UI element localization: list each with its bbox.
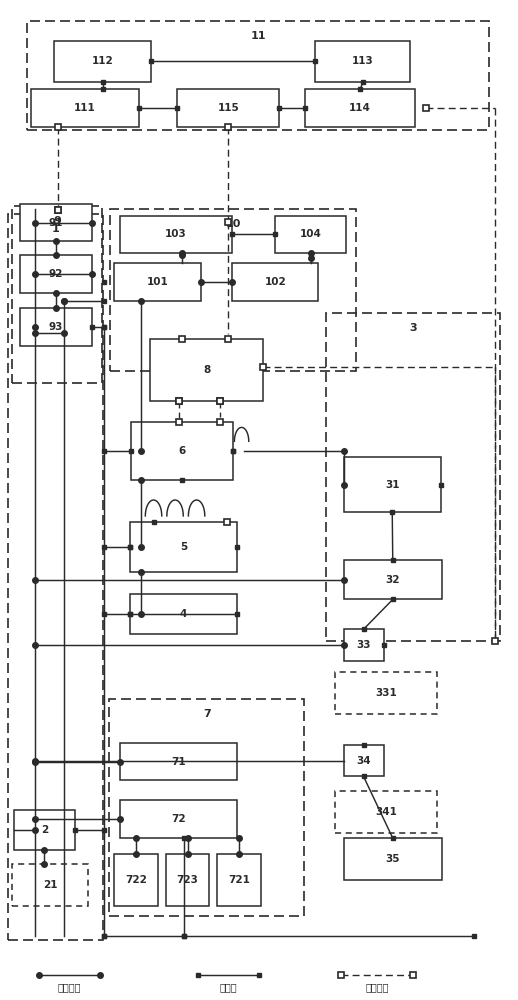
FancyBboxPatch shape: [20, 255, 92, 293]
Text: 3: 3: [409, 323, 416, 333]
Text: 91: 91: [49, 218, 63, 228]
Text: 72: 72: [171, 814, 186, 824]
Text: 101: 101: [147, 277, 168, 287]
Text: 5: 5: [180, 542, 188, 552]
FancyBboxPatch shape: [343, 838, 442, 880]
Text: 10: 10: [226, 219, 241, 229]
Text: 21: 21: [42, 880, 57, 890]
FancyBboxPatch shape: [12, 864, 88, 906]
Text: 11: 11: [250, 31, 266, 41]
FancyBboxPatch shape: [335, 672, 437, 714]
Text: 111: 111: [74, 103, 96, 113]
Text: 1: 1: [51, 224, 59, 234]
FancyBboxPatch shape: [343, 560, 442, 599]
FancyBboxPatch shape: [20, 308, 92, 346]
Text: 341: 341: [375, 807, 397, 817]
FancyBboxPatch shape: [114, 854, 158, 906]
FancyBboxPatch shape: [54, 41, 151, 82]
FancyBboxPatch shape: [276, 216, 346, 253]
Text: 35: 35: [385, 854, 400, 864]
Text: 8: 8: [203, 365, 210, 375]
Text: 721: 721: [228, 875, 250, 885]
FancyBboxPatch shape: [20, 204, 92, 241]
FancyBboxPatch shape: [166, 854, 209, 906]
FancyBboxPatch shape: [217, 854, 261, 906]
FancyBboxPatch shape: [150, 339, 263, 401]
Text: 103: 103: [165, 229, 187, 239]
Text: 32: 32: [385, 575, 400, 585]
Text: 31: 31: [385, 480, 399, 490]
FancyBboxPatch shape: [130, 522, 237, 572]
Text: 71: 71: [171, 757, 186, 767]
FancyBboxPatch shape: [120, 216, 233, 253]
FancyBboxPatch shape: [343, 745, 383, 776]
Text: 723: 723: [177, 875, 198, 885]
Text: 4: 4: [180, 609, 188, 619]
Text: 无线连接: 无线连接: [365, 982, 388, 992]
FancyBboxPatch shape: [114, 263, 200, 301]
Text: 7: 7: [203, 709, 211, 719]
Text: 331: 331: [375, 688, 397, 698]
Text: 92: 92: [49, 269, 63, 279]
FancyBboxPatch shape: [315, 41, 410, 82]
Text: 113: 113: [352, 56, 373, 66]
Text: 9: 9: [53, 216, 61, 226]
FancyBboxPatch shape: [233, 263, 319, 301]
Text: 2: 2: [40, 825, 48, 835]
FancyBboxPatch shape: [343, 457, 441, 512]
FancyBboxPatch shape: [14, 810, 75, 850]
FancyBboxPatch shape: [335, 791, 437, 833]
Text: 固定连接: 固定连接: [57, 982, 81, 992]
FancyBboxPatch shape: [130, 594, 237, 634]
FancyBboxPatch shape: [177, 89, 280, 127]
FancyBboxPatch shape: [343, 629, 383, 661]
Text: 112: 112: [92, 56, 113, 66]
Text: 102: 102: [265, 277, 286, 287]
Text: 104: 104: [300, 229, 322, 239]
Text: 93: 93: [49, 322, 63, 332]
FancyBboxPatch shape: [120, 800, 237, 838]
FancyBboxPatch shape: [31, 89, 139, 127]
Text: 722: 722: [125, 875, 147, 885]
FancyBboxPatch shape: [120, 743, 237, 780]
FancyBboxPatch shape: [131, 422, 234, 480]
Text: 115: 115: [218, 103, 239, 113]
FancyBboxPatch shape: [305, 89, 415, 127]
Text: 电连接: 电连接: [220, 982, 237, 992]
Text: 114: 114: [349, 103, 371, 113]
Text: 6: 6: [179, 446, 186, 456]
Text: 33: 33: [356, 640, 371, 650]
Text: 34: 34: [356, 756, 371, 766]
